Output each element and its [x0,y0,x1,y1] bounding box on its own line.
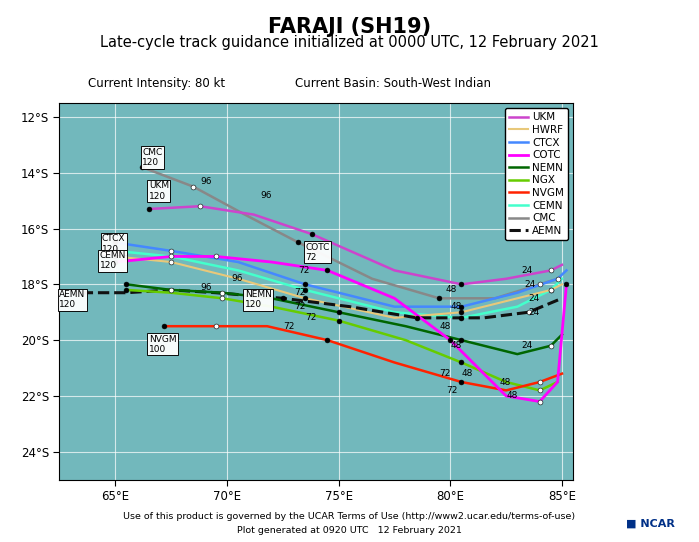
Text: Late-cycle track guidance initialized at 0000 UTC, 12 February 2021: Late-cycle track guidance initialized at… [100,35,599,50]
Text: Current Basin: South-West Indian: Current Basin: South-West Indian [296,77,491,90]
Text: FARAJI (SH19): FARAJI (SH19) [268,17,431,37]
Text: 48: 48 [506,391,517,401]
Text: 72: 72 [283,322,294,331]
Text: 96: 96 [261,191,272,199]
Text: AEMN
120: AEMN 120 [59,290,86,309]
Text: 24: 24 [521,341,533,350]
Text: CMC
120: CMC 120 [142,148,162,167]
Text: Use of this product is governed by the UCAR Terms of Use (http://www2.ucar.edu/t: Use of this product is governed by the U… [124,512,575,521]
Text: 72: 72 [294,302,305,311]
Legend: UKM, HWRF, CTCX, COTC, NEMN, NGX, NVGM, CEMN, CMC, AEMN: UKM, HWRF, CTCX, COTC, NEMN, NGX, NVGM, … [505,108,568,240]
Text: CTCX
120: CTCX 120 [102,234,125,254]
Text: 72: 72 [294,288,305,297]
Text: 72: 72 [439,369,451,378]
Text: 96: 96 [200,177,212,185]
Text: 48: 48 [500,378,511,386]
Text: 72: 72 [305,313,317,322]
Text: 48: 48 [450,341,462,350]
Text: 96: 96 [231,274,243,283]
Text: 24: 24 [528,294,540,303]
Text: 24: 24 [521,266,533,275]
Text: CEMN
120: CEMN 120 [100,251,126,270]
Text: Current Intensity: 80 kt: Current Intensity: 80 kt [89,77,226,90]
Text: NVGM
100: NVGM 100 [149,334,176,354]
Text: UKM
120: UKM 120 [149,181,169,201]
Text: Plot generated at 0920 UTC   12 February 2021: Plot generated at 0920 UTC 12 February 2… [237,526,462,535]
Text: ■ NCAR: ■ NCAR [626,519,675,528]
Text: 24: 24 [528,308,540,317]
Text: 48: 48 [439,322,451,331]
Text: COTC
72: COTC 72 [305,243,329,262]
Text: 72: 72 [446,386,457,395]
Text: 96: 96 [200,282,212,292]
Text: 48: 48 [446,286,457,294]
Text: NEMN
120: NEMN 120 [245,290,272,309]
Text: 48: 48 [461,369,473,378]
Text: 72: 72 [298,266,310,275]
Text: 24: 24 [524,280,535,289]
Text: 48: 48 [450,302,462,311]
